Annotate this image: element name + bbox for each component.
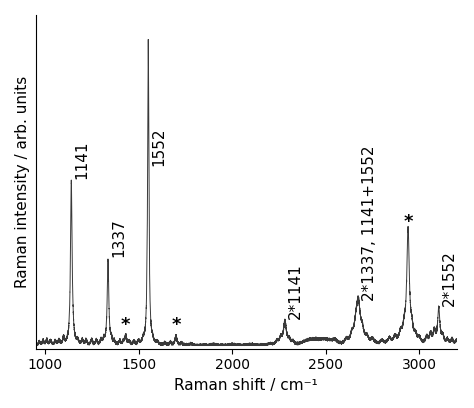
- Text: 2*1552: 2*1552: [442, 251, 457, 306]
- X-axis label: Raman shift / cm⁻¹: Raman shift / cm⁻¹: [174, 378, 318, 393]
- Text: 2*1141: 2*1141: [288, 263, 303, 319]
- Text: 1141: 1141: [75, 140, 90, 179]
- Text: 1337: 1337: [111, 219, 127, 257]
- Text: 2*1337, 1141+1552: 2*1337, 1141+1552: [362, 146, 377, 302]
- Text: 1552: 1552: [152, 128, 167, 166]
- Text: *: *: [121, 316, 130, 334]
- Y-axis label: Raman intensity / arb. units: Raman intensity / arb. units: [15, 76, 30, 288]
- Text: *: *: [171, 316, 181, 334]
- Text: *: *: [403, 213, 413, 231]
